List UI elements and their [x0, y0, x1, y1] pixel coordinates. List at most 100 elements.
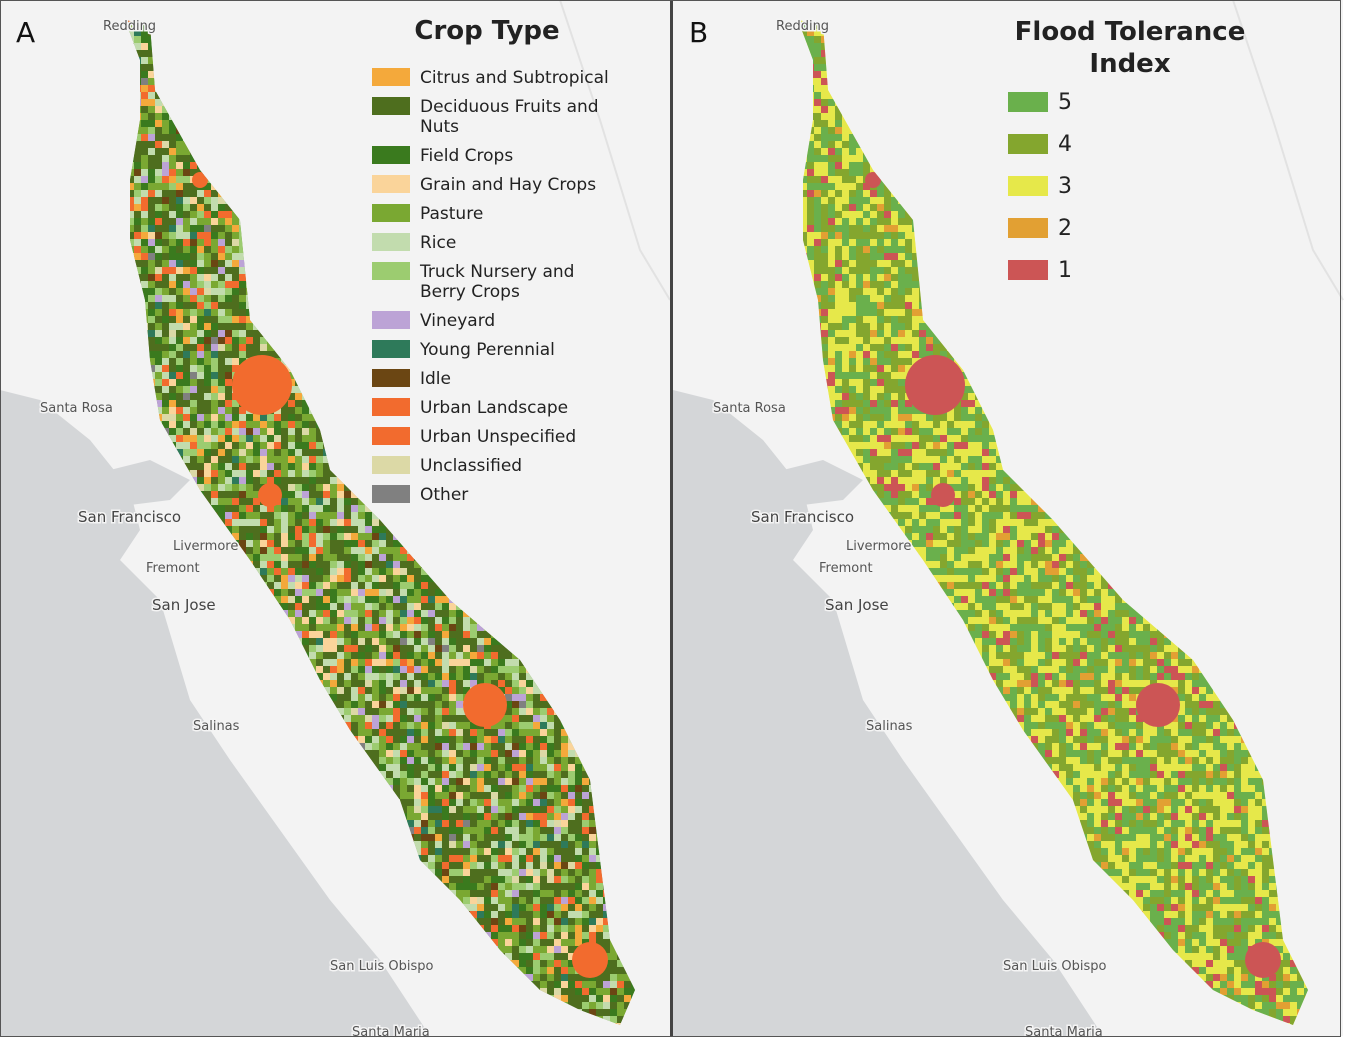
land-cell [239, 295, 246, 302]
land-cell [155, 267, 162, 274]
land-cell [155, 260, 162, 267]
land-cell [176, 225, 183, 232]
land-cell [148, 85, 155, 92]
land-cell [225, 344, 232, 351]
land-cell [176, 162, 183, 169]
land-cell [246, 414, 253, 421]
land-cell [148, 253, 155, 260]
land-cell [134, 204, 141, 211]
land-cell [162, 106, 169, 113]
land-cell [309, 456, 316, 463]
land-cell [239, 330, 246, 337]
land-cell [204, 302, 211, 309]
land-cell [190, 302, 197, 309]
land-cell [253, 470, 260, 477]
land-cell [232, 449, 239, 456]
land-cell [260, 449, 267, 456]
land-cell [218, 358, 225, 365]
land-cell [134, 225, 141, 232]
land-cell [260, 442, 267, 449]
land-cell [176, 190, 183, 197]
land-cell [253, 344, 260, 351]
land-cell [302, 400, 309, 407]
land-cell [176, 176, 183, 183]
land-cell [148, 162, 155, 169]
land-cell [141, 92, 148, 99]
land-cell [155, 337, 162, 344]
land-cell [232, 316, 239, 323]
land-cell [148, 197, 155, 204]
land-cell [211, 421, 218, 428]
land-cell [218, 225, 225, 232]
land-cell [176, 218, 183, 225]
land-cell [127, 176, 134, 183]
land-cell [204, 365, 211, 372]
land-cell [232, 211, 239, 218]
land-cell [148, 211, 155, 218]
land-cell [267, 442, 274, 449]
land-cell [295, 456, 302, 463]
land-cell [295, 407, 302, 414]
land-cell [134, 22, 141, 29]
land-cell [169, 274, 176, 281]
land-cell [162, 379, 169, 386]
land-cell [211, 330, 218, 337]
land-cell [148, 134, 155, 141]
land-cell [197, 239, 204, 246]
land-cell [176, 435, 183, 442]
land-cell [218, 428, 225, 435]
land-cell [155, 379, 162, 386]
land-cell [288, 442, 295, 449]
land-cell [197, 372, 204, 379]
land-cell [197, 316, 204, 323]
land-cell [155, 190, 162, 197]
land-cell [162, 358, 169, 365]
land-cell [197, 246, 204, 253]
land-cell [134, 197, 141, 204]
land-cell [204, 295, 211, 302]
land-cell [246, 449, 253, 456]
land-cell [218, 470, 225, 477]
land-cell [197, 253, 204, 260]
land-cell [204, 211, 211, 218]
land-cell [141, 267, 148, 274]
land-cell [183, 253, 190, 260]
land-cell [218, 288, 225, 295]
land-cell [155, 183, 162, 190]
land-cell [246, 442, 253, 449]
land-cell [204, 463, 211, 470]
land-cell [225, 330, 232, 337]
land-cell [190, 463, 197, 470]
land-cell [169, 372, 176, 379]
land-cell [148, 155, 155, 162]
land-cell [190, 449, 197, 456]
land-cell [225, 309, 232, 316]
land-cell [127, 204, 134, 211]
land-cell [267, 435, 274, 442]
land-cell [134, 190, 141, 197]
land-cell [239, 288, 246, 295]
land-cell [176, 316, 183, 323]
land-cell [190, 379, 197, 386]
land-cell [155, 288, 162, 295]
land-cell [204, 197, 211, 204]
land-cell [204, 386, 211, 393]
land-cell [253, 337, 260, 344]
land-cell [162, 281, 169, 288]
land-cell [204, 435, 211, 442]
land-cell [281, 428, 288, 435]
land-cell [190, 239, 197, 246]
land-cell [141, 274, 148, 281]
land-cell [176, 134, 183, 141]
land-cell [267, 421, 274, 428]
land-cell [211, 379, 218, 386]
land-cell [134, 43, 141, 50]
land-cell [190, 386, 197, 393]
land-cell [148, 260, 155, 267]
land-cell [148, 204, 155, 211]
land-cell [274, 470, 281, 477]
land-cell [148, 323, 155, 330]
land-cell [169, 365, 176, 372]
land-cell [218, 204, 225, 211]
land-cell [316, 449, 323, 456]
